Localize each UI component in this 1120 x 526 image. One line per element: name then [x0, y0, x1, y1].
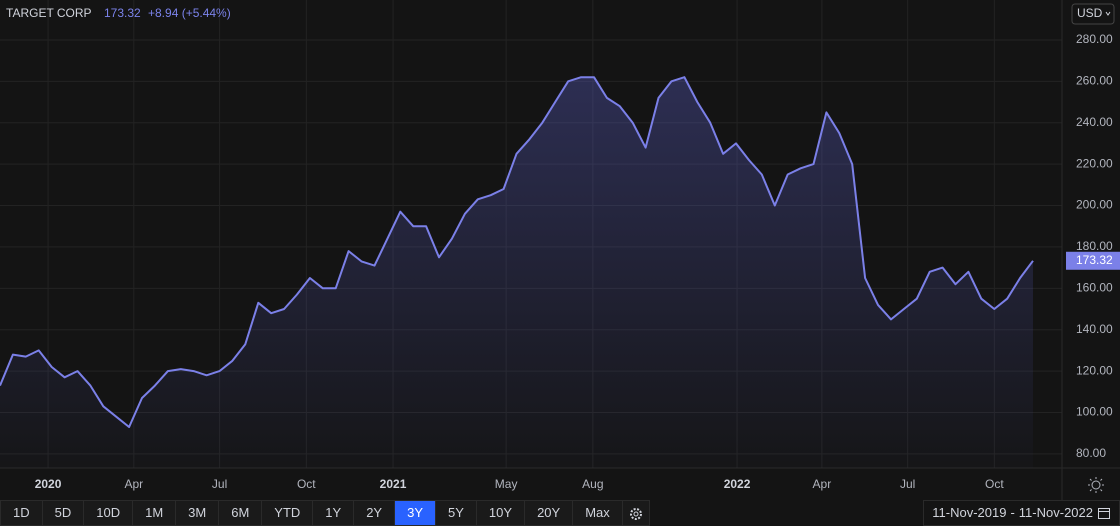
- currency[interactable]: USD: [1077, 6, 1103, 20]
- currency-button[interactable]: [1071, 3, 1115, 25]
- range-button[interactable]: 3Y: [394, 500, 437, 526]
- y-tick-label: 140.00: [1076, 322, 1113, 336]
- x-tick-label: May: [495, 477, 518, 491]
- y-tick-label: 100.00: [1076, 405, 1113, 419]
- y-tick-label: 220.00: [1076, 156, 1113, 170]
- symbol-title: TARGET CORP: [6, 6, 92, 20]
- range-button[interactable]: Max: [572, 500, 623, 526]
- x-tick-label: Apr: [813, 477, 832, 491]
- range-button[interactable]: 1Y: [312, 500, 355, 526]
- price-change: +8.94 (+5.44%): [148, 6, 231, 20]
- range-button[interactable]: 2Y: [353, 500, 396, 526]
- range-button[interactable]: 5Y: [435, 500, 477, 526]
- y-tick-label: 260.00: [1076, 74, 1113, 88]
- range-toolbar: 1D 5D 10D 1M 3M 6M YTD 1Y 2Y 3Y 5Y 10Y 20Y Max: [0, 500, 650, 526]
- x-tick-label: Oct: [297, 477, 316, 491]
- x-tick-label: Apr: [124, 477, 143, 491]
- range-button[interactable]: 10D: [83, 500, 134, 526]
- y-tick-label: 200.00: [1076, 198, 1113, 212]
- last-price: 173.32: [104, 6, 141, 20]
- x-tick-label: Oct: [985, 477, 1004, 491]
- y-tick-label: 120.00: [1076, 363, 1113, 377]
- settings-sun[interactable]: [1088, 477, 1104, 493]
- range-button[interactable]: 20Y: [524, 500, 574, 526]
- dropdown-icon: [1105, 11, 1111, 16]
- x-tick-label: Aug: [582, 477, 603, 491]
- y-tick-label: 160.00: [1076, 281, 1113, 295]
- y-tick-label: 80.00: [1076, 446, 1106, 460]
- x-tick-label: Jul: [212, 477, 227, 491]
- separator: -: [1010, 505, 1015, 520]
- price-line: [0, 76, 1034, 428]
- range-button[interactable]: YTD: [261, 500, 314, 526]
- x-tick-label: Jul: [900, 477, 915, 491]
- y-tick-label: 180.00: [1076, 239, 1113, 253]
- y-tick-label: 240.00: [1076, 115, 1113, 129]
- area: [0, 77, 1033, 468]
- range-button[interactable]: 1M: [132, 500, 177, 526]
- range-button[interactable]: 3M: [175, 500, 220, 526]
- price-tag-label: 173.32: [1076, 253, 1113, 267]
- x-tick-label: 2021: [380, 477, 407, 491]
- range-start: 11-Nov-2019: [932, 505, 1007, 520]
- range-button[interactable]: 5D: [41, 500, 85, 526]
- y-tick-label: 280.00: [1076, 32, 1113, 46]
- x-tick-label: 2020: [35, 477, 62, 491]
- calendar-icon: [1098, 508, 1110, 519]
- range-end: 11-Nov-2022: [1018, 505, 1093, 520]
- gear-icon: [629, 507, 642, 520]
- chart: TARGET CORP 173.32 +8.94 (+5.44%) USD 80…: [0, 0, 1120, 500]
- date-range[interactable]: 11-Nov-2019-11-Nov-2022: [923, 500, 1120, 526]
- x-tick-label: 2022: [724, 477, 751, 491]
- range-button[interactable]: 6M: [218, 500, 263, 526]
- range-button[interactable]: 1D: [0, 500, 43, 526]
- settings-button[interactable]: [621, 500, 650, 526]
- price-tag: [1066, 251, 1120, 270]
- range-button[interactable]: 10Y: [475, 500, 526, 526]
